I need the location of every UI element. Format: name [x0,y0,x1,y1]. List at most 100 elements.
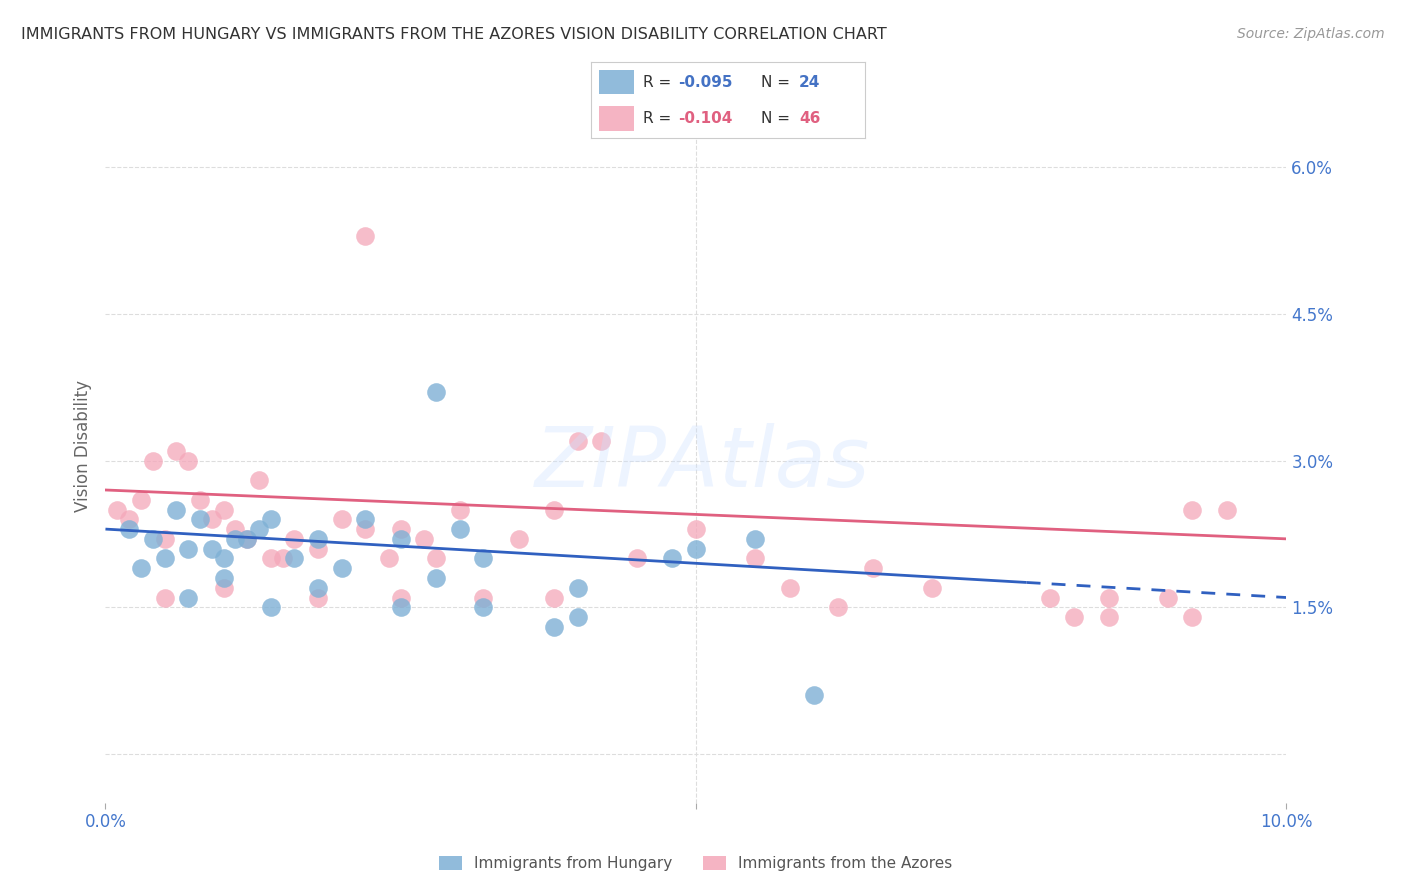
Point [165,443,187,458]
Point [803,688,825,702]
Point [188,492,211,507]
Point [378,551,401,566]
Bar [599,70,634,95]
Point [413,532,436,546]
Point [307,532,329,546]
Text: R =: R = [643,75,676,90]
Point [1157,591,1180,605]
Point [567,581,589,595]
Point [330,512,353,526]
Point [472,600,495,615]
Legend: Immigrants from Hungary, Immigrants from the Azores: Immigrants from Hungary, Immigrants from… [433,850,959,877]
Point [153,532,176,546]
Point [449,522,471,536]
Point [744,551,766,566]
Point [1216,502,1239,516]
Point [921,581,943,595]
Text: -0.095: -0.095 [678,75,733,90]
Point [247,522,270,536]
Point [201,541,224,556]
Point [354,522,377,536]
Point [212,502,235,516]
Point [118,522,141,536]
Text: IMMIGRANTS FROM HUNGARY VS IMMIGRANTS FROM THE AZORES VISION DISABILITY CORRELAT: IMMIGRANTS FROM HUNGARY VS IMMIGRANTS FR… [21,27,887,42]
Point [389,522,412,536]
Point [508,532,530,546]
Point [543,620,565,634]
Point [129,561,152,575]
Text: 46: 46 [799,111,820,126]
Point [153,551,176,566]
Text: N =: N = [761,75,794,90]
Point [165,502,187,516]
Text: ZIPAtlas: ZIPAtlas [536,424,870,504]
Point [307,591,329,605]
Point [307,541,329,556]
Point [177,591,200,605]
Point [201,512,224,526]
Point [105,502,128,516]
Point [212,581,235,595]
Point [779,581,801,595]
Point [685,522,707,536]
Point [118,512,141,526]
Point [744,532,766,546]
Point [567,434,589,449]
Point [389,600,412,615]
Point [177,453,200,467]
Point [260,512,283,526]
Text: Source: ZipAtlas.com: Source: ZipAtlas.com [1237,27,1385,41]
Point [236,532,259,546]
Point [567,610,589,624]
Point [389,591,412,605]
Point [425,571,447,585]
Point [1181,502,1204,516]
Point [685,541,707,556]
Point [472,551,495,566]
Text: R =: R = [643,111,676,126]
Point [283,532,305,546]
Point [1039,591,1062,605]
Point [425,551,447,566]
Point [330,561,353,575]
Point [591,434,613,449]
Point [260,551,283,566]
Point [1181,610,1204,624]
Point [1098,610,1121,624]
Point [354,512,377,526]
Text: N =: N = [761,111,794,126]
Point [389,532,412,546]
Point [260,600,283,615]
Point [224,522,246,536]
Y-axis label: Vision Disability: Vision Disability [73,380,91,512]
Point [472,591,495,605]
Point [354,228,377,243]
Point [188,512,211,526]
Point [1098,591,1121,605]
Point [177,541,200,556]
Point [862,561,884,575]
Point [129,492,152,507]
Point [236,532,259,546]
Point [212,571,235,585]
Point [1063,610,1085,624]
Point [212,551,235,566]
Text: -0.104: -0.104 [678,111,733,126]
Point [449,502,471,516]
Point [142,532,165,546]
Point [307,581,329,595]
Text: 24: 24 [799,75,820,90]
Point [543,591,565,605]
Point [661,551,683,566]
Point [224,532,246,546]
Point [142,453,165,467]
Point [827,600,849,615]
Point [425,385,447,400]
Point [271,551,294,566]
Point [543,502,565,516]
Point [247,473,270,487]
Point [626,551,648,566]
Bar [599,106,634,130]
Point [153,591,176,605]
Point [283,551,305,566]
